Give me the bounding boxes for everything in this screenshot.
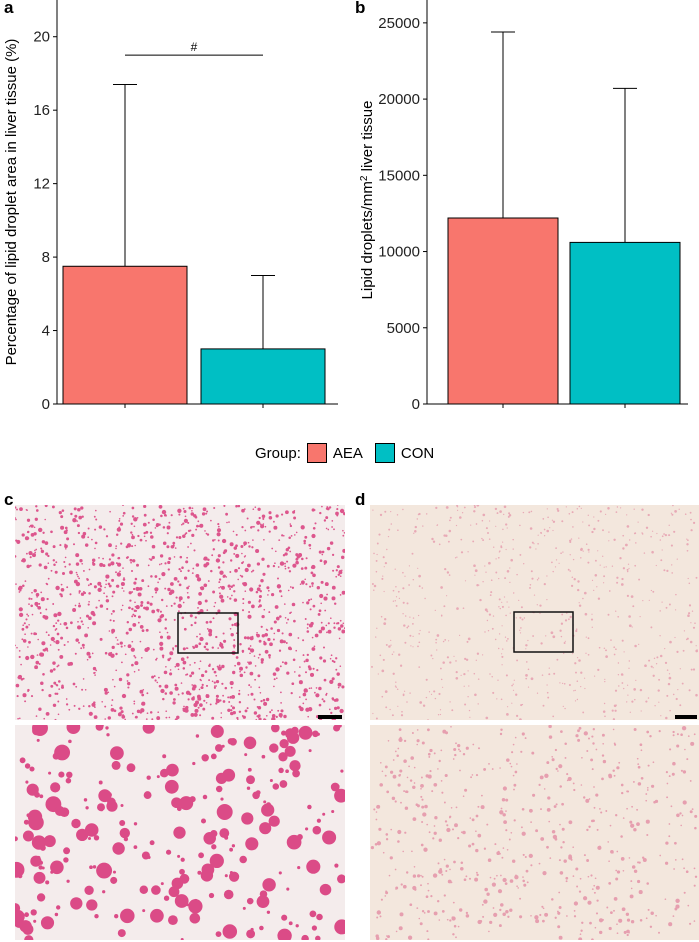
y-tick-label: 15000 bbox=[378, 167, 420, 184]
significance-marker: # bbox=[191, 40, 198, 54]
panel-label-b: b bbox=[355, 0, 366, 17]
y-tick-label: 20000 bbox=[378, 91, 420, 108]
y-axis-label-prefix: Lipid droplets/mm bbox=[359, 181, 376, 299]
zoom-region-box bbox=[177, 612, 239, 654]
legend-label-con: CON bbox=[400, 444, 435, 462]
panel-label-a: a bbox=[4, 0, 14, 17]
legend-swatch-aea bbox=[306, 443, 327, 463]
y-axis-label-sup: 2 bbox=[359, 175, 370, 181]
y-tick-label: 20 bbox=[33, 29, 50, 46]
y-tick-label: 0 bbox=[42, 396, 50, 413]
lipid-droplets bbox=[370, 725, 698, 940]
bar-aea bbox=[62, 265, 188, 405]
zoom-region-box bbox=[513, 611, 574, 653]
y-axis-label: Lipid droplets/mm2 liver tissue bbox=[359, 101, 377, 300]
y-tick-label: 5000 bbox=[387, 320, 420, 337]
y-tick-label: 25000 bbox=[378, 15, 420, 32]
y-tick-label: 4 bbox=[42, 323, 50, 340]
y-tick-label: 10000 bbox=[378, 244, 420, 261]
y-tick-label: 16 bbox=[33, 102, 50, 119]
y-tick-label: 8 bbox=[42, 249, 50, 266]
lipid-droplets bbox=[15, 505, 345, 720]
legend-title: Group: bbox=[255, 444, 301, 462]
bar-aea bbox=[447, 217, 559, 405]
tissue-background bbox=[370, 725, 699, 940]
micrograph-con-zoom bbox=[370, 725, 699, 940]
legend: Group: AEA CON bbox=[255, 443, 434, 463]
scale-bar bbox=[318, 715, 342, 719]
micrograph-aea-overview bbox=[15, 505, 345, 720]
legend-swatch-con bbox=[374, 443, 395, 463]
y-tick-label: 12 bbox=[33, 176, 50, 193]
panel-label-c: c bbox=[4, 490, 14, 509]
lipid-droplets bbox=[371, 505, 699, 720]
y-tick-label: 0 bbox=[412, 396, 420, 413]
chart-b: 0 5000 10000 15000 20000 25000 Lipid droplets/… bbox=[359, 0, 688, 413]
micrograph-con-overview bbox=[370, 505, 699, 720]
lipid-droplets bbox=[15, 725, 345, 940]
chart-a: 0 4 8 12 16 20 # Percentage of lipid droplet ar… bbox=[3, 0, 338, 413]
bar-con bbox=[200, 348, 326, 405]
panel-label-d: d bbox=[355, 490, 366, 509]
scale-bar bbox=[675, 715, 697, 719]
legend-label-aea: AEA bbox=[332, 444, 363, 462]
bar-con bbox=[569, 241, 681, 405]
y-axis-label: Percentage of lipid droplet area in live… bbox=[3, 39, 20, 366]
y-axis-label-suffix: liver tissue bbox=[359, 101, 376, 176]
micrograph-aea-zoom bbox=[15, 725, 345, 940]
